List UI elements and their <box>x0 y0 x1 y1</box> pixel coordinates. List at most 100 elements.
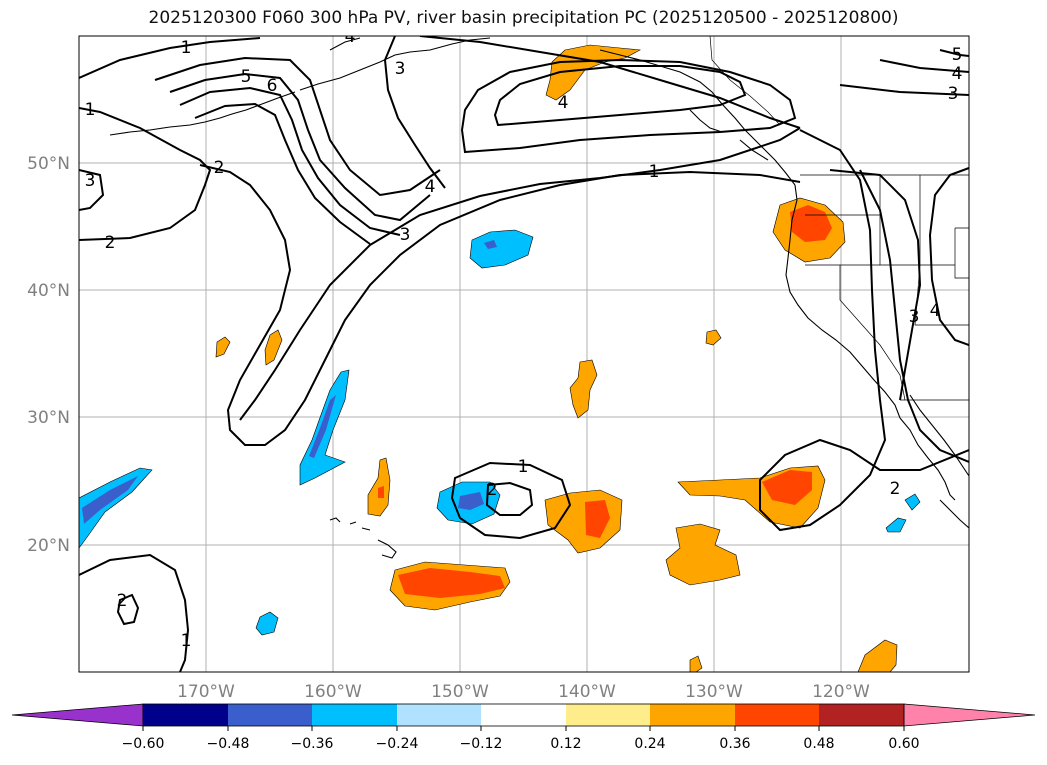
pv-contour-4-loop <box>493 65 747 127</box>
lon-label-150w: 150°W <box>431 682 489 702</box>
coastline-hawaii <box>329 517 397 559</box>
precip-area-central-north-core <box>484 240 497 249</box>
colorbar-tick-label: −0.36 <box>291 736 334 752</box>
contour-label: 4 <box>345 27 356 47</box>
pv-contour-ridge-a <box>179 86 401 236</box>
precip-area-west-edge-core <box>82 476 138 524</box>
map-panel: 1 5 6 2 3 4 1 4 1 3 2 3 4 5 4 3 3 4 1 2 <box>78 27 970 673</box>
precip-area-baja-band-core <box>762 470 812 505</box>
lon-label-160w: 160°W <box>304 682 362 702</box>
coastline-alaska-mainland <box>299 37 491 91</box>
coastline-mexico-west <box>939 499 969 529</box>
pv-contour-3-loop <box>460 58 797 154</box>
pv-contour-big-2 <box>859 169 969 463</box>
pv-contour-ne-5 <box>939 49 969 57</box>
contour-label: 5 <box>241 67 252 87</box>
pv-contour-3-west <box>79 169 105 211</box>
border-state-3 <box>839 265 906 401</box>
precip-area-west-edge <box>79 467 153 549</box>
pv-contours <box>79 36 969 672</box>
lat-label-30n: 30°N <box>27 408 70 428</box>
pv-contour-ridge-b <box>194 102 371 245</box>
map-background <box>79 36 969 672</box>
precip-area-hawaii-north-core <box>378 486 384 498</box>
contour-label: 6 <box>267 76 278 96</box>
colorbar-segment <box>735 704 819 726</box>
pv-contour-ridge-c <box>383 36 446 189</box>
map-frame <box>78 35 970 673</box>
colorbar-tick-label: −0.60 <box>122 736 165 752</box>
pv-contour-big-1 <box>759 129 969 532</box>
colorbar-segment <box>228 704 312 726</box>
colorbar-segment <box>566 704 650 726</box>
pv-contour-labels: 1 5 6 2 3 4 1 4 1 3 2 3 4 5 4 3 3 4 1 2 <box>85 27 963 651</box>
precip-area-neg-small-2 <box>885 517 907 533</box>
precip-area-filament-core <box>309 395 336 458</box>
contour-label: 4 <box>930 301 941 321</box>
contour-label: 3 <box>909 307 920 327</box>
contour-label: 4 <box>952 64 963 84</box>
colorbar-segment <box>819 704 904 726</box>
longitude-labels: 170°W 160°W 150°W 140°W 130°W 120°W <box>177 682 870 702</box>
precip-area-central-north <box>469 229 534 269</box>
map-title: 2025120300 F060 300 hPa PV, river basin … <box>148 8 899 28</box>
contour-label: 3 <box>400 225 411 245</box>
colorbar-tick-label: 0.12 <box>550 736 581 752</box>
precip-area-southeast-small <box>689 655 703 672</box>
pv-contour-2-north <box>199 164 801 446</box>
contour-label: 3 <box>395 59 406 79</box>
colorbar-tick-label: −0.48 <box>207 736 250 752</box>
precip-area-neg-small-1 <box>255 611 279 636</box>
coastline-gulf-california <box>909 394 969 477</box>
contour-label: 4 <box>425 177 436 197</box>
contour-label: 2 <box>117 591 128 611</box>
contour-label: 3 <box>948 84 959 104</box>
contour-label: 1 <box>649 162 660 182</box>
colorbar-tick-label: 0.48 <box>803 736 834 752</box>
pv-contour-sw-1 <box>79 553 190 672</box>
contour-label: 1 <box>518 457 529 477</box>
colorbar-extend-low <box>11 703 144 727</box>
coastline-alaska-inner <box>329 37 361 51</box>
pv-contour-6 <box>169 72 431 222</box>
latitude-labels: 50°N 40°N 30°N 20°N <box>27 154 70 556</box>
contour-label: 5 <box>952 45 963 65</box>
pv-contour-sw-2 <box>116 593 140 626</box>
precip-area-central-column <box>569 359 598 419</box>
pv-contour-us-4 <box>928 167 969 346</box>
colorbar: −0.60 −0.48 −0.36 −0.24 −0.12 0.12 0.24 … <box>11 703 1036 752</box>
contour-label: 2 <box>105 233 116 253</box>
contour-label: 3 <box>85 171 96 191</box>
precip-area-small-1 <box>215 336 231 358</box>
lat-label-40n: 40°N <box>27 281 70 301</box>
pv-contour-ne-4 <box>879 59 969 73</box>
precip-shading <box>79 44 921 672</box>
colorbar-segment <box>397 704 481 726</box>
colorbar-segment <box>650 704 735 726</box>
colorbar-extend-high <box>903 703 1036 727</box>
border-state-5 <box>954 227 969 279</box>
precip-area-central-south-core <box>585 500 610 538</box>
lon-label-170w: 170°W <box>177 682 235 702</box>
contour-label: 2 <box>890 479 901 499</box>
precip-area-neg-center-core <box>458 492 484 510</box>
colorbar-tick-label: 0.24 <box>634 736 665 752</box>
lon-label-140w: 140°W <box>558 682 616 702</box>
pv-contour-center-2 <box>485 481 534 516</box>
colorbar-segment <box>312 704 397 726</box>
colorbar-segment <box>481 704 566 726</box>
lon-label-120w: 120°W <box>812 682 870 702</box>
coastline-alaska-peninsula <box>109 91 296 136</box>
colorbar-frame <box>142 703 905 727</box>
precip-area-small-2 <box>264 329 283 366</box>
border-state-1 <box>805 214 955 266</box>
pv-contour-1-north <box>79 36 801 421</box>
precip-area-small-3 <box>705 329 722 346</box>
colorbar-tick-label: 0.60 <box>888 736 919 752</box>
contour-label: 1 <box>181 38 192 58</box>
contour-label: 2 <box>214 158 225 178</box>
contour-label: 4 <box>558 93 569 113</box>
colorbar-tick-label: −0.24 <box>376 736 419 752</box>
precip-area-hawaii-north <box>367 457 391 517</box>
